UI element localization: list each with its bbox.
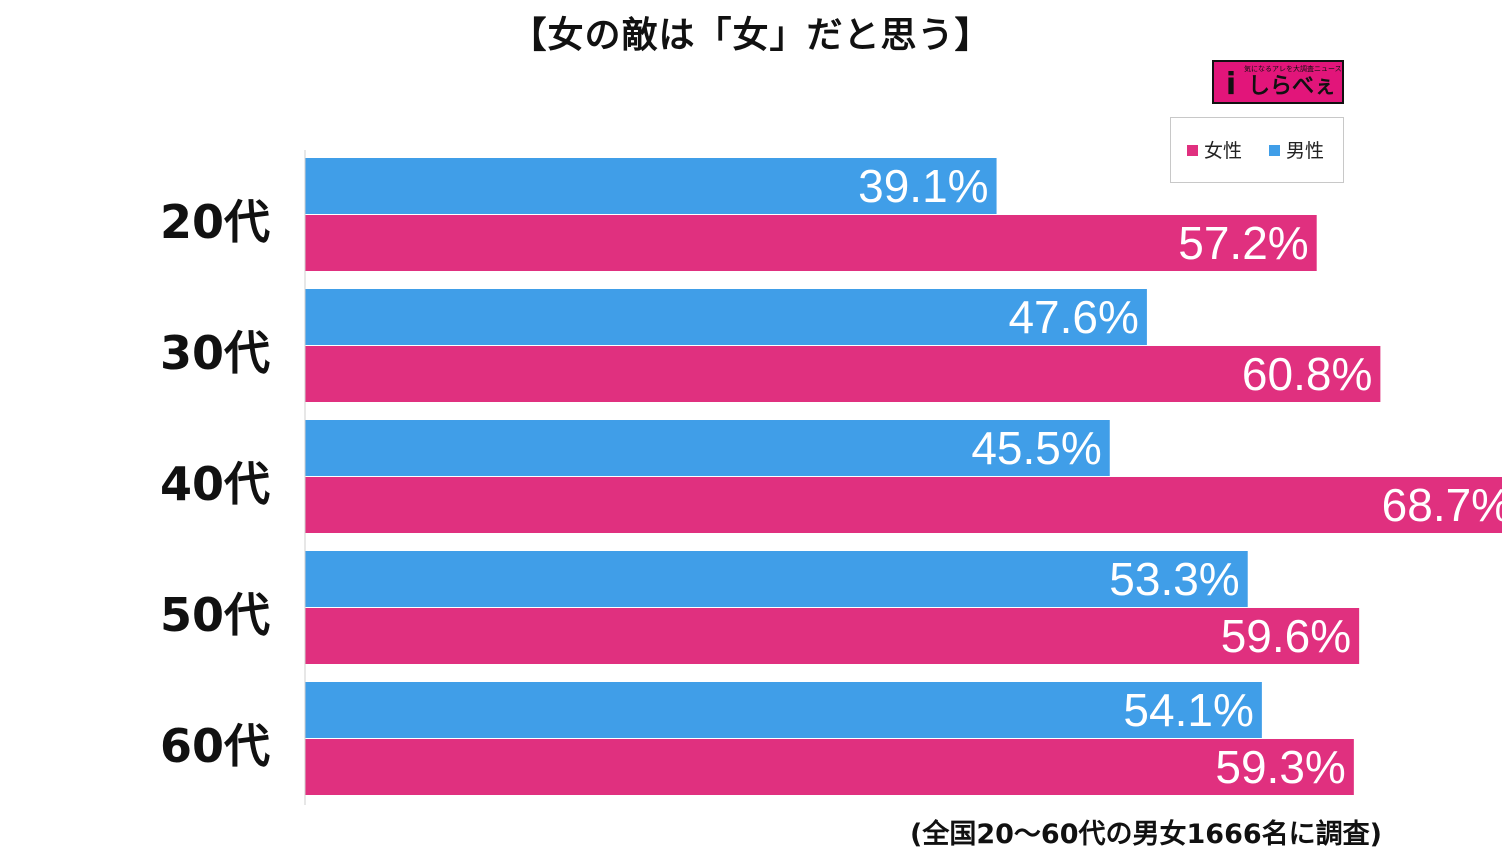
chart-title: 【女の敵は「女」だと思う】 xyxy=(510,15,992,56)
legend-swatch-male xyxy=(1269,145,1280,156)
bar xyxy=(305,682,1262,738)
bar xyxy=(305,608,1360,664)
logo-mark: i xyxy=(1225,67,1237,102)
data-label: 39.1% xyxy=(858,160,988,212)
bar xyxy=(305,477,1502,533)
legend-item-male: 男性 xyxy=(1269,140,1324,162)
category-label: 40代 xyxy=(160,457,270,511)
data-label: 53.3% xyxy=(1109,553,1239,605)
category-label: 50代 xyxy=(160,588,270,642)
data-label: 68.7% xyxy=(1382,479,1502,531)
category-label: 20代 xyxy=(160,195,270,249)
data-label: 45.5% xyxy=(971,422,1101,474)
brand-logo: 気になるアレを大調査ニュース! i しらべぇ xyxy=(1212,60,1344,104)
data-label: 54.1% xyxy=(1123,684,1253,736)
category-label: 30代 xyxy=(160,326,270,380)
logo-tagline: 気になるアレを大調査ニュース! xyxy=(1244,65,1345,73)
category-label: 60代 xyxy=(160,719,270,773)
bar xyxy=(305,551,1248,607)
legend: 女性 男性 xyxy=(1170,117,1344,183)
data-label: 59.6% xyxy=(1221,610,1351,662)
legend-label-female: 女性 xyxy=(1204,140,1243,162)
bar xyxy=(305,215,1317,271)
logo-brand: しらべぇ xyxy=(1248,74,1337,99)
legend-swatch-female xyxy=(1187,145,1198,156)
data-label: 47.6% xyxy=(1008,291,1138,343)
bar xyxy=(305,739,1354,795)
data-label: 60.8% xyxy=(1242,348,1372,400)
bar xyxy=(305,289,1147,345)
legend-label-male: 男性 xyxy=(1286,140,1325,162)
data-label: 57.2% xyxy=(1178,217,1308,269)
legend-item-female: 女性 xyxy=(1187,140,1242,162)
bar xyxy=(305,346,1381,402)
bar xyxy=(305,158,997,214)
survey-note: (全国20〜60代の男女1666名に調査) xyxy=(910,819,1382,850)
bar xyxy=(305,420,1110,476)
data-label: 59.3% xyxy=(1215,741,1345,793)
